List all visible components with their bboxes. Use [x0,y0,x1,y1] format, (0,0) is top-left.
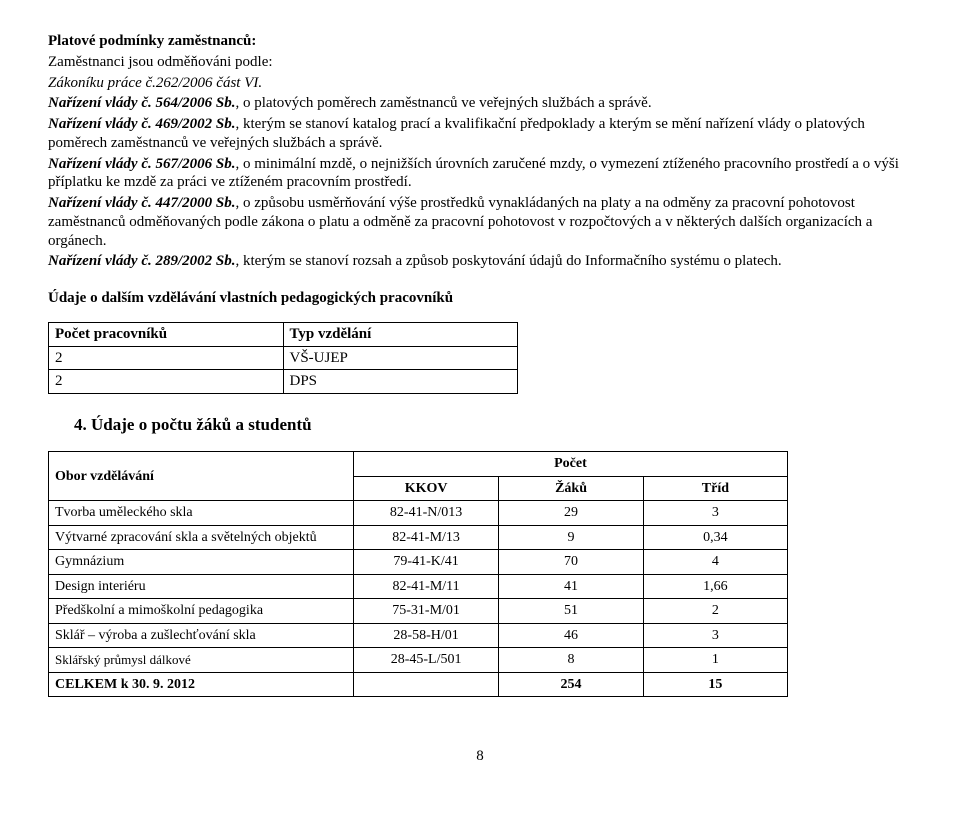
cell: 9 [499,525,644,550]
decree-567-title: Nařízení vlády č. 567/2006 Sb. [48,156,236,172]
cell: 3 [643,623,787,648]
cell: 29 [499,501,644,526]
table-row: Předškolní a mimoškolní pedagogika 75-31… [49,599,788,624]
total-zaku: 254 [499,672,644,697]
cell: 1,66 [643,574,787,599]
cell: Předškolní a mimoškolní pedagogika [49,599,354,624]
decree-289-text: , kterým se stanoví rozsah a způsob posk… [236,253,782,269]
table-row: 2 VŠ-UJEP [49,346,518,370]
cell: Sklářský průmysl dálkové [49,648,354,673]
cell: 2 [49,370,284,394]
decree-564-text: , o platových poměrech zaměstnanců ve ve… [236,95,652,111]
cell: 28-45-L/501 [353,648,498,673]
cell: 82-41-N/013 [353,501,498,526]
cell: 8 [499,648,644,673]
cell: VŠ-UJEP [283,346,518,370]
section4-heading: 4. Údaje o počtu žáků a studentů [74,414,912,435]
decree-447-title: Nařízení vlády č. 447/2000 Sb. [48,195,236,211]
cell: 46 [499,623,644,648]
table-row: Tvorba uměleckého skla 82-41-N/013 29 3 [49,501,788,526]
intro-line2: Zákoníku práce č.262/2006 část VI. [48,74,912,93]
education-heading: Údaje o dalším vzdělávání vlastních peda… [48,289,912,308]
cell: 41 [499,574,644,599]
decree-469-title: Nařízení vlády č. 469/2002 Sb. [48,116,236,132]
cell: 2 [49,346,284,370]
cell: 75-31-M/01 [353,599,498,624]
cell: Tvorba uměleckého skla [49,501,354,526]
cell: 0,34 [643,525,787,550]
cell: 79-41-K/41 [353,550,498,575]
cell: 28-58-H/01 [353,623,498,648]
cell: Design interiéru [49,574,354,599]
salary-conditions-heading: Platové podmínky zaměstnanců: [48,32,912,51]
students-table: Obor vzdělávání Počet KKOV Žáků Tříd Tvo… [48,451,788,697]
col-trid: Tříd [643,476,787,501]
table-row: Sklářský průmysl dálkové 28-45-L/501 8 1 [49,648,788,673]
cell: 2 [643,599,787,624]
cell: 82-41-M/11 [353,574,498,599]
cell: 70 [499,550,644,575]
total-trid: 15 [643,672,787,697]
decree-567: Nařízení vlády č. 567/2006 Sb., o minimá… [48,155,912,193]
cell: 3 [643,501,787,526]
table-row: Gymnázium 79-41-K/41 70 4 [49,550,788,575]
intro-line1: Zaměstnanci jsou odměňováni podle: [48,53,912,72]
table-row: 2 DPS [49,370,518,394]
decree-469: Nařízení vlády č. 469/2002 Sb., kterým s… [48,115,912,153]
decree-289: Nařízení vlády č. 289/2002 Sb., kterým s… [48,252,912,271]
decree-564-title: Nařízení vlády č. 564/2006 Sb. [48,95,236,111]
cell: 51 [499,599,644,624]
table-row-total: CELKEM k 30. 9. 2012 254 15 [49,672,788,697]
cell [353,672,498,697]
col-zaku: Žáků [499,476,644,501]
cell: 82-41-M/13 [353,525,498,550]
decree-289-title: Nařízení vlády č. 289/2002 Sb. [48,253,236,269]
cell: Výtvarné zpracování skla a světelných ob… [49,525,354,550]
education-table: Počet pracovníků Typ vzdělání 2 VŠ-UJEP … [48,322,518,394]
col-count: Počet pracovníků [49,322,284,346]
cell: 4 [643,550,787,575]
col-kkov: KKOV [353,476,498,501]
col-obor: Obor vzdělávání [49,452,354,501]
cell: DPS [283,370,518,394]
table-row: Sklář – výroba a zušlechťování skla 28-5… [49,623,788,648]
table-row: Obor vzdělávání Počet [49,452,788,477]
table-row: Výtvarné zpracování skla a světelných ob… [49,525,788,550]
page-number: 8 [48,747,912,766]
decree-447: Nařízení vlády č. 447/2000 Sb., o způsob… [48,194,912,250]
decree-564: Nařízení vlády č. 564/2006 Sb., o platov… [48,94,912,113]
cell: Sklář – výroba a zušlechťování skla [49,623,354,648]
cell: Gymnázium [49,550,354,575]
table-row: Počet pracovníků Typ vzdělání [49,322,518,346]
cell: 1 [643,648,787,673]
col-pocet: Počet [353,452,787,477]
col-type: Typ vzdělání [283,322,518,346]
table-row: Design interiéru 82-41-M/11 41 1,66 [49,574,788,599]
total-label: CELKEM k 30. 9. 2012 [49,672,354,697]
